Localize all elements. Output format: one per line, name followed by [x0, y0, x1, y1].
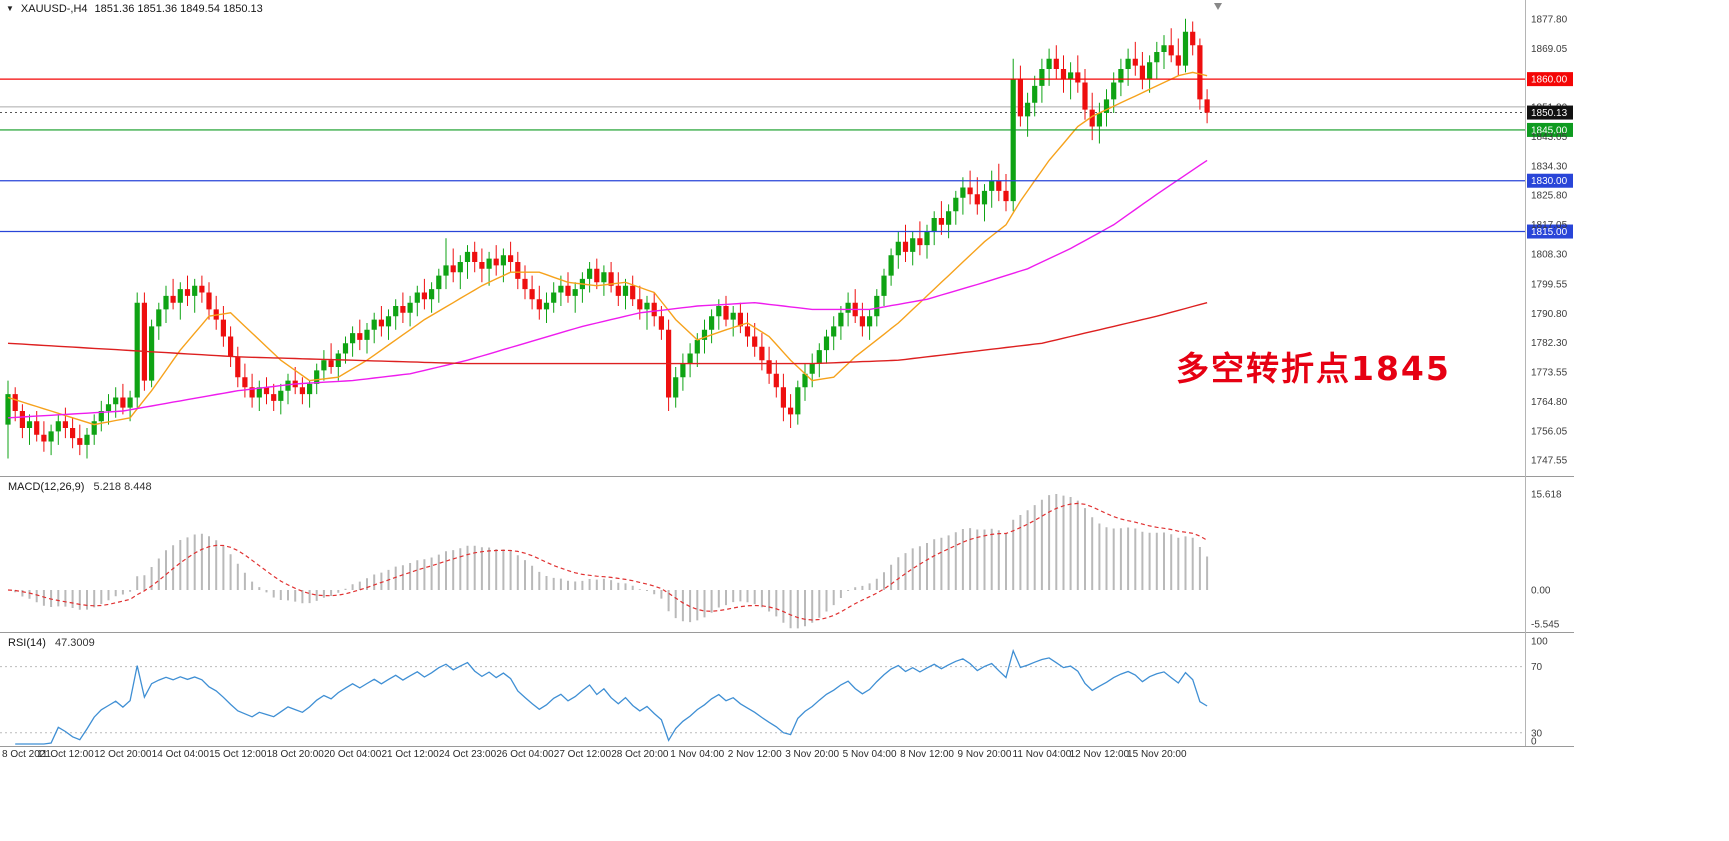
chart-shift-icon[interactable]: [1214, 3, 1222, 10]
price-axis-tick: 1756.05: [1531, 427, 1568, 438]
price-level-badge: [1527, 173, 1573, 188]
time-axis-label: 26 Oct 04:00: [496, 749, 554, 760]
price-axis-tick: 1790.80: [1531, 309, 1568, 320]
symbol-dropdown-icon[interactable]: ▼: [6, 4, 14, 13]
time-axis-label: 27 Oct 12:00: [554, 749, 612, 760]
moving-average-fast: [7, 71, 1208, 426]
rsi-line: [15, 648, 1208, 745]
price-axis-tick: 1825.80: [1531, 190, 1568, 201]
time-axis-label: 1 Nov 04:00: [670, 749, 724, 760]
price-level-badge: [1527, 72, 1573, 87]
time-axis-label: 14 Oct 04:00: [152, 749, 210, 760]
macd-name: MACD(12,26,9): [8, 481, 85, 493]
time-axis-label: 12 Nov 12:00: [1070, 749, 1130, 760]
time-axis-label: 8 Nov 12:00: [900, 749, 954, 760]
rsi-indicator-label: RSI(14) 47.3009: [8, 637, 95, 649]
price-axis-tick: 1843.05: [1531, 132, 1568, 143]
macd-signal-line: [7, 502, 1208, 621]
time-axis-label: 24 Oct 23:00: [439, 749, 497, 760]
price-axis-tick: 1834.30: [1531, 162, 1568, 173]
price-level-badge-label: 1860.00: [1531, 75, 1568, 86]
macd-axis-tick: 15.618: [1531, 489, 1562, 500]
rsi-axis-tick: 30: [1531, 728, 1543, 739]
current-price-badge-label: 1850.13: [1531, 108, 1568, 119]
price-axis-tick: 1869.05: [1531, 44, 1568, 55]
time-axis-label: 20 Oct 04:00: [324, 749, 382, 760]
moving-average-mid: [7, 159, 1208, 419]
symbol-timeframe-label: XAUUSD-,H4: [20, 3, 88, 15]
moving-average-slow: [7, 302, 1208, 365]
price-axis-tick: 1773.55: [1531, 367, 1568, 378]
macd-indicator-label: MACD(12,26,9) 5.218 8.448: [8, 481, 152, 493]
time-axis-label: 15 Oct 12:00: [209, 749, 267, 760]
time-axis-label: 8 Oct 2021: [2, 749, 51, 760]
time-axis-label: 18 Oct 20:00: [267, 749, 325, 760]
time-axis-label: 21 Oct 12:00: [381, 749, 439, 760]
macd-axis-tick: -5.545: [1531, 620, 1560, 631]
macd-histogram: [14, 494, 1209, 629]
time-axis-label: 2 Nov 12:00: [728, 749, 782, 760]
price-level-badge: [1527, 122, 1573, 137]
ohlc-readout: 1851.36 1851.36 1849.54 1850.13: [94, 3, 263, 15]
current-price-badge: [1527, 105, 1573, 120]
price-axis-tick: 1877.80: [1531, 14, 1568, 25]
rsi-axis-tick: 70: [1531, 662, 1543, 673]
price-level-badge-label: 1845.00: [1531, 125, 1568, 136]
time-axis-label: 12 Oct 20:00: [94, 749, 152, 760]
rsi-value: 47.3009: [54, 637, 95, 649]
price-level-badge-label: 1830.00: [1531, 176, 1568, 187]
price-axis-tick: 1799.55: [1531, 279, 1568, 290]
time-axis-label: 11 Nov 04:00: [1013, 749, 1072, 760]
chart-annotation: 多空转折点1845: [1176, 349, 1451, 388]
time-axis-label: 28 Oct 20:00: [611, 749, 669, 760]
price-axis-tick: 1747.55: [1531, 455, 1568, 466]
time-axis-label: 15 Nov 20:00: [1127, 749, 1187, 760]
time-axis-label: 9 Nov 20:00: [958, 749, 1012, 760]
price-axis-tick: 1808.30: [1531, 250, 1568, 261]
rsi-axis-tick: 0: [1531, 737, 1537, 748]
candle-bodies-up: [5, 31, 1189, 445]
price-axis-tick: 1764.80: [1531, 397, 1568, 408]
time-axis-label: 11 Oct 12:00: [37, 749, 94, 760]
price-level-badge-label: 1815.00: [1531, 227, 1568, 238]
time-axis-label: 5 Nov 04:00: [843, 749, 897, 760]
macd-axis-tick: 0.00: [1531, 586, 1551, 597]
price-axis-tick: 1817.05: [1531, 220, 1568, 231]
price-axis-tick: 1782.30: [1531, 338, 1568, 349]
price-level-badge: [1527, 224, 1573, 239]
chart-symbol-header: ▼ XAUUSD-,H4 1851.36 1851.36 1849.54 185…: [6, 3, 263, 15]
time-axis-label: 3 Nov 20:00: [785, 749, 839, 760]
rsi-name: RSI(14): [8, 637, 46, 649]
macd-values: 5.218 8.448: [93, 481, 152, 493]
rsi-axis-tick: 100: [1531, 637, 1548, 648]
